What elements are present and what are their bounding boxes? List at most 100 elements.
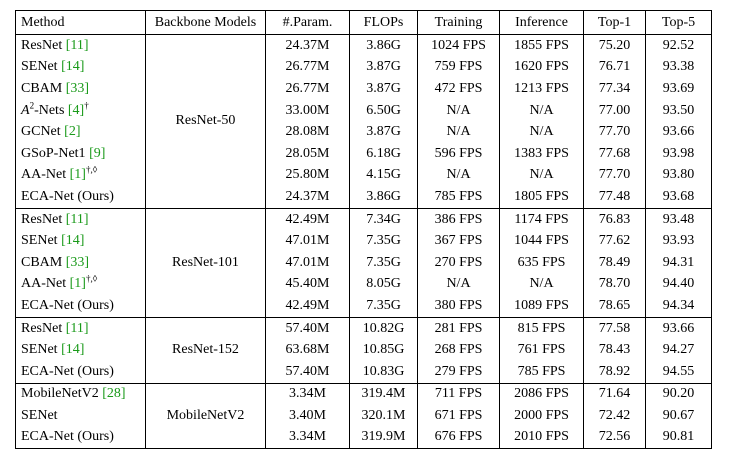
top1-cell: 78.92 [583,360,646,384]
inference-cell: 1213 FPS [499,78,584,100]
top5-cell: 90.67 [645,405,712,427]
inference-cell: 761 FPS [499,339,584,361]
citation-link[interactable]: [14] [61,233,85,249]
top1-cell: 75.20 [583,34,646,57]
method-cell: SENet [14] [15,339,146,361]
top1-cell: 77.68 [583,142,646,165]
top1-cell: 77.58 [583,317,646,340]
inference-cell: 1383 FPS [499,142,584,165]
top1-cell: 78.70 [583,273,646,296]
citation-link[interactable]: [14] [61,59,85,75]
backbone-group: ResNet [11] ResNet-101 42.49M 7.34G 386 FPS 1… [15,208,712,318]
table-row: GCNet [2] 28.08M 3.87G N/A N/A 77.70 93.66 [15,121,712,143]
method-cell: CBAM [33] [15,78,146,100]
top1-cell: 76.71 [583,56,646,79]
method-name: AA-Net [21,167,70,183]
top5-cell: 90.20 [645,383,712,406]
method-name: ResNet [21,320,66,336]
training-cell: 281 FPS [417,317,500,340]
header-method: Method [15,10,146,35]
backbone-cell: ResNet-152 [145,317,266,384]
training-cell: N/A [417,99,500,122]
flops-cell: 3.87G [349,56,418,79]
training-cell: N/A [417,273,500,296]
top1-cell: 78.49 [583,251,646,274]
citation-link[interactable]: [14] [61,342,85,358]
inference-cell: N/A [499,164,584,187]
citation-link[interactable]: [1] [69,167,86,183]
training-cell: 367 FPS [417,230,500,252]
params-cell: 26.77M [265,78,350,100]
flops-cell: 3.86G [349,186,418,209]
citation-link[interactable]: [9] [89,145,106,161]
method-name: ResNet [21,37,66,53]
citation-link[interactable]: [33] [65,254,90,270]
training-cell: 759 FPS [417,56,500,79]
citation-link[interactable]: [1] [69,276,86,292]
training-cell: 711 FPS [417,383,500,406]
method-name: ResNet [21,211,66,227]
header-row: Method Backbone Models #.Param. FLOPs Tr… [15,10,712,35]
citation-link[interactable]: [4] [67,102,85,118]
inference-cell: 1855 FPS [499,34,584,57]
top1-cell: 72.56 [583,426,646,450]
footnote-marker: †,◊ [85,273,98,284]
inference-cell: 635 FPS [499,251,584,274]
flops-cell: 4.15G [349,164,418,187]
method-cell: ResNet [11] [15,208,146,231]
top5-cell: 94.40 [645,273,712,296]
citation-link[interactable]: [11] [65,211,89,227]
table-row: SENet 3.40M 320.1M 671 FPS 2000 FPS 72.42 90.6… [15,405,712,427]
table-row: ResNet [11] ResNet-50 24.37M 3.86G 1024 FPS 1… [15,34,712,209]
flops-cell: 7.35G [349,251,418,274]
inference-cell: 785 FPS [499,360,584,384]
citation-link[interactable]: [33] [65,80,90,96]
citation-link[interactable]: [28] [102,386,126,402]
flops-cell: 8.05G [349,273,418,296]
training-cell: 671 FPS [417,405,500,427]
backbone-group: MobileNetV2 [28] MobileNetV2 3.34M 319.4M 71… [15,383,712,450]
flops-cell: 10.85G [349,339,418,361]
inference-cell: 1174 FPS [499,208,584,231]
training-cell: 279 FPS [417,360,500,384]
table-row: AA-Net [1]†,◊ 45.40M 8.05G N/A N/A 78.70 94.40 [15,273,712,296]
params-cell: 24.37M [265,186,350,209]
flops-cell: 3.87G [349,78,418,100]
table-row: SENet [14] 63.68M 10.85G 268 FPS 761 FPS 78.4… [15,339,712,361]
method-name: SENet [21,233,62,249]
method-cell: ResNet [11] [15,317,146,340]
header-backbone: Backbone Models [145,10,266,35]
top1-cell: 71.64 [583,383,646,406]
method-name: ECA-Net (Ours) [21,188,114,204]
table-row: CBAM [33] 26.77M 3.87G 472 FPS 1213 FPS 77.34… [15,78,712,100]
method-name: ECA-Net (Ours) [21,429,114,445]
top5-cell: 93.48 [645,208,712,231]
top1-cell: 77.00 [583,99,646,122]
backbone-group: ResNet [11] ResNet-152 57.40M 10.82G 281 FPS… [15,317,712,384]
training-cell: 268 FPS [417,339,500,361]
top5-cell: 93.80 [645,164,712,187]
method-cell: A2-Nets [4]† [15,99,146,122]
params-cell: 3.34M [265,426,350,450]
inference-cell: 2010 FPS [499,426,584,450]
top5-cell: 93.93 [645,230,712,252]
table-row: MobileNetV2 [28] MobileNetV2 3.34M 319.4M 71… [15,383,712,450]
top1-cell: 76.83 [583,208,646,231]
flops-cell: 320.1M [349,405,418,427]
citation-link[interactable]: [11] [65,320,89,336]
inference-cell: 2000 FPS [499,405,584,427]
table-row: ECA-Net (Ours) 42.49M 7.35G 380 FPS 1089 FPS… [15,295,712,318]
top1-cell: 78.65 [583,295,646,318]
table-row: ECA-Net (Ours) 57.40M 10.83G 279 FPS 785 FPS… [15,360,712,384]
params-cell: 26.77M [265,56,350,79]
table-row: SENet [14] 47.01M 7.35G 367 FPS 1044 FPS 77.6… [15,230,712,252]
training-cell: 1024 FPS [417,34,500,57]
params-cell: 28.08M [265,121,350,143]
citation-link[interactable]: [2] [64,124,81,140]
method-name-a2: A2 [21,99,35,118]
inference-cell: 1620 FPS [499,56,584,79]
inference-cell: 2086 FPS [499,383,584,406]
inference-cell: N/A [499,121,584,143]
citation-link[interactable]: [11] [65,37,89,53]
method-cell: CBAM [33] [15,251,146,274]
